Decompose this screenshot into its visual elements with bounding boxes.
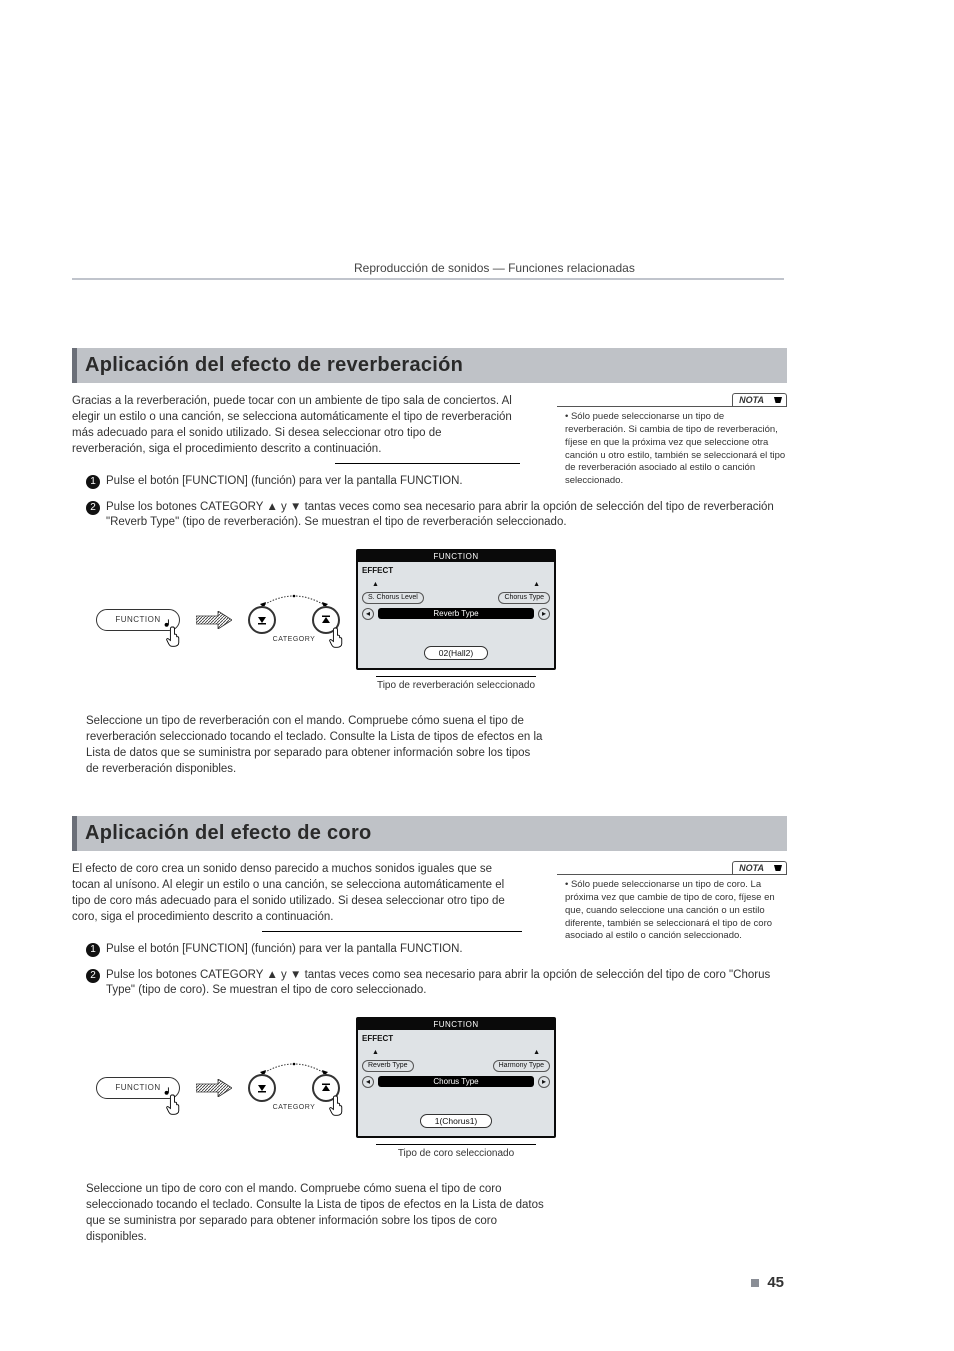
category-label: CATEGORY (248, 1104, 340, 1111)
note-item: Sólo puede seleccionarse un tipo de coro… (565, 879, 787, 943)
page-footer: 45 (751, 1274, 784, 1291)
category-up-icon: ▲ (266, 501, 277, 513)
note-box: NOTA Sólo puede seleccionarse un tipo de… (557, 861, 787, 943)
lcd-title: FUNCTION (358, 1019, 554, 1030)
step-1-text: Pulse el botón [FUNCTION] (función) para… (106, 942, 463, 958)
bullet-2-icon: 2 (86, 501, 100, 515)
category-down-knob[interactable] (248, 606, 276, 634)
bullet-1-icon: 1 (86, 943, 100, 957)
dial-arc-icon (248, 592, 340, 606)
section-reverb: Aplicación del efecto de reverberación G… (72, 348, 787, 777)
lcd-value: 1(Chorus1) (420, 1114, 493, 1128)
section-title: Aplicación del efecto de reverberación (72, 348, 787, 383)
chevron-up-icon (319, 613, 333, 627)
chevron-down-icon (255, 613, 269, 627)
lcd-right-arrow-icon: ▸ (538, 608, 550, 620)
step2-pre: Pulse los botones CATEGORY (106, 501, 266, 513)
step2-mid: y (281, 501, 290, 513)
category-up-icon: ▲ (266, 969, 277, 981)
screen-caption: Tipo de coro seleccionado (356, 1144, 556, 1159)
page-number: 45 (767, 1274, 784, 1291)
category-dial[interactable]: CATEGORY (248, 592, 340, 648)
category-down-knob[interactable] (248, 1074, 276, 1102)
lcd-left-tab: S. Chorus Level (362, 592, 424, 604)
footer-square-icon (751, 1279, 759, 1287)
step-1-text: Pulse el botón [FUNCTION] (función) para… (106, 474, 463, 490)
lcd-value: 02(Hall2) (424, 646, 489, 660)
lcd-title: FUNCTION (358, 551, 554, 562)
lcd-right-tab: Chorus Type (498, 592, 550, 604)
category-label: CATEGORY (248, 636, 340, 643)
section-chorus: Aplicación del efecto de coro El efecto … (72, 816, 787, 1245)
lcd-left-tab: Reverb Type (362, 1060, 414, 1072)
lcd-right-tab: Harmony Type (493, 1060, 550, 1072)
note-label: NOTA (732, 861, 787, 874)
section-title: Aplicación del efecto de coro (72, 816, 787, 851)
lcd-column: FUNCTION EFFECT ▲ ▲ Reverb Type Harmony … (356, 1017, 556, 1159)
finger-press-icon (328, 1094, 346, 1119)
screen-caption: Tipo de reverberación seleccionado (356, 676, 556, 691)
lcd-screen: FUNCTION EFFECT ▲ ▲ S. Chorus Level Chor… (356, 549, 556, 670)
dial-arc-icon (248, 1060, 340, 1074)
intro-underline (335, 463, 520, 464)
intro-underline (262, 931, 522, 932)
lcd-selected: Chorus Type (378, 1076, 534, 1087)
note-icon (163, 1083, 172, 1092)
lcd-right-tab-top: ▲ (533, 1049, 540, 1056)
finger-press-icon (165, 625, 183, 650)
category-dial[interactable]: CATEGORY (248, 1060, 340, 1116)
step-2-text: Pulse los botones CATEGORY ▲ y ▼ tantas … (106, 968, 787, 999)
step-2-text: Pulse los botones CATEGORY ▲ y ▼ tantas … (106, 500, 787, 531)
bullet-1-icon: 1 (86, 475, 100, 489)
chevron-up-icon (319, 1081, 333, 1095)
intro-text: Gracias a la reverberación, puede tocar … (72, 393, 517, 457)
note-body: Sólo puede seleccionarse un tipo de coro… (557, 874, 787, 943)
lcd-left-tab-top: ▲ (372, 581, 379, 588)
lcd-left-arrow-icon: ◂ (362, 1076, 374, 1088)
step2-pre: Pulse los botones CATEGORY (106, 969, 266, 981)
intro-text: El efecto de coro crea un sonido denso p… (72, 861, 517, 925)
figure-row: FUNCTION C (96, 1017, 787, 1159)
step-2: 2 Pulse los botones CATEGORY ▲ y ▼ tanta… (86, 968, 787, 999)
function-button-label: FUNCTION (115, 1083, 160, 1092)
figure-row: FUNCTION (96, 549, 787, 691)
step2-mid: y (281, 969, 290, 981)
closing-text: Seleccione un tipo de reverberación con … (86, 713, 546, 777)
finger-press-icon (165, 1093, 183, 1118)
note-icon (163, 615, 172, 624)
step-2: 2 Pulse los botones CATEGORY ▲ y ▼ tanta… (86, 500, 787, 531)
header-rule (72, 278, 784, 280)
function-button-label: FUNCTION (115, 615, 160, 624)
lcd-selected: Reverb Type (378, 608, 534, 619)
note-body: Sólo puede seleccionarse un tipo de reve… (557, 406, 787, 488)
lcd-left-tab-top: ▲ (372, 1049, 379, 1056)
step-1: 1 Pulse el botón [FUNCTION] (función) pa… (86, 942, 787, 958)
finger-press-icon (328, 626, 346, 651)
bullet-2-icon: 2 (86, 969, 100, 983)
lcd-right-arrow-icon: ▸ (538, 1076, 550, 1088)
category-down-icon: ▼ (290, 969, 301, 981)
note-box: NOTA Sólo puede seleccionarse un tipo de… (557, 393, 787, 488)
arrow-icon (196, 1079, 232, 1097)
lcd-right-tab-top: ▲ (533, 581, 540, 588)
note-label: NOTA (732, 393, 787, 406)
lcd-section: EFFECT (362, 1034, 550, 1043)
lcd-screen: FUNCTION EFFECT ▲ ▲ Reverb Type Harmony … (356, 1017, 556, 1138)
lcd-column: FUNCTION EFFECT ▲ ▲ S. Chorus Level Chor… (356, 549, 556, 691)
arrow-icon (196, 611, 232, 629)
lcd-left-arrow-icon: ◂ (362, 608, 374, 620)
chevron-down-icon (255, 1081, 269, 1095)
note-item: Sólo puede seleccionarse un tipo de reve… (565, 411, 787, 488)
category-down-icon: ▼ (290, 501, 301, 513)
lcd-section: EFFECT (362, 566, 550, 575)
closing-text: Seleccione un tipo de coro con el mando.… (86, 1181, 546, 1245)
running-header: Reproducción de sonidos — Funciones rela… (354, 261, 635, 275)
